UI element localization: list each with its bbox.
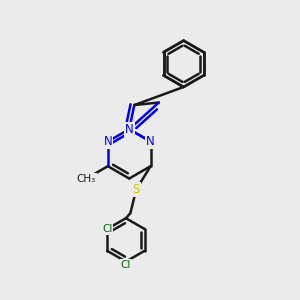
- Text: N: N: [103, 135, 112, 148]
- Text: Cl: Cl: [121, 260, 131, 270]
- Text: N: N: [146, 135, 155, 148]
- Text: CH₃: CH₃: [77, 173, 96, 184]
- Text: Cl: Cl: [102, 224, 112, 234]
- Text: N: N: [125, 123, 134, 136]
- Text: N: N: [125, 123, 134, 136]
- Text: S: S: [133, 183, 140, 196]
